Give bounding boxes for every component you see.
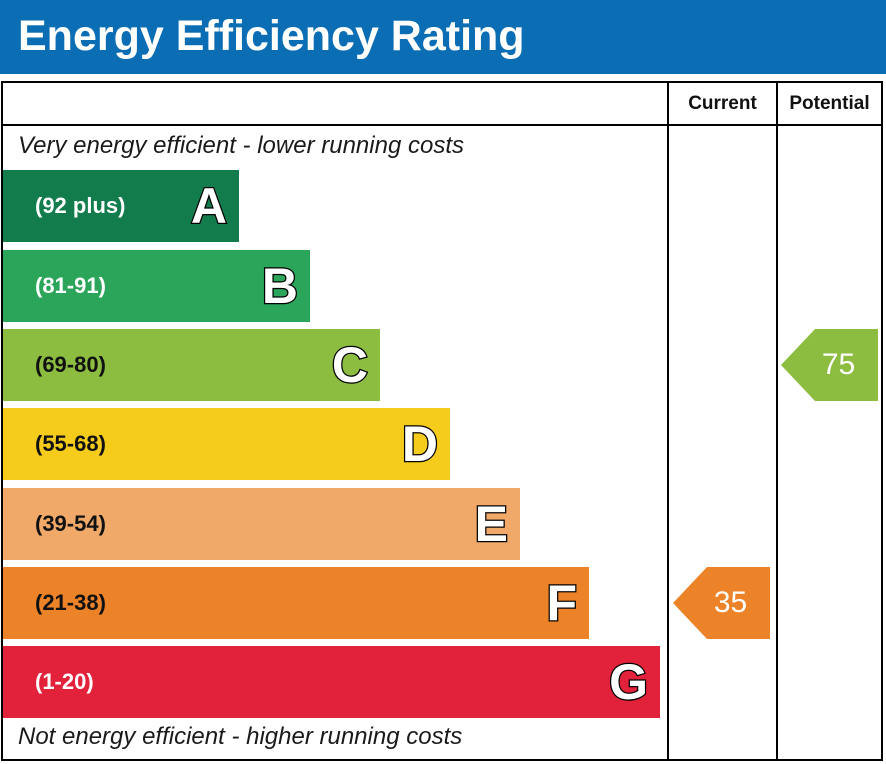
band-letter: F xyxy=(545,574,578,633)
band-range-label: (81-91) xyxy=(35,273,106,298)
current-column-header: Current xyxy=(688,93,757,114)
header-bar: Energy Efficiency Rating xyxy=(0,0,886,74)
band-letter: B xyxy=(261,257,300,316)
band-e: (39-54) E xyxy=(3,488,520,560)
current-rating-value: 35 xyxy=(713,586,748,619)
band-range-label: (55-68) xyxy=(35,431,106,456)
potential-column-divider xyxy=(776,81,778,761)
current-arrow-shape xyxy=(673,567,770,639)
band-a: (92 plus) A xyxy=(3,170,239,242)
page-title: Energy Efficiency Rating xyxy=(18,12,525,60)
potential-column-header: Potential xyxy=(789,93,870,114)
band-range-label: (92 plus) xyxy=(35,193,126,218)
band-letter: E xyxy=(473,495,509,554)
current-rating-marker: 35 xyxy=(673,567,770,639)
band-f: (21-38) F xyxy=(3,567,589,639)
band-range-label: (1-20) xyxy=(35,669,94,694)
band-g: (1-20) G xyxy=(3,646,660,718)
header-row-divider xyxy=(1,124,883,126)
band-letter: A xyxy=(190,177,229,236)
band-b: (81-91) B xyxy=(3,250,310,322)
band-letter: D xyxy=(401,415,440,474)
band-range-label: (39-54) xyxy=(35,511,106,536)
band-range-label: (21-38) xyxy=(35,590,106,615)
band-letter: G xyxy=(608,653,649,712)
efficient-caption: Very energy efficient - lower running co… xyxy=(18,132,464,159)
band-letter: C xyxy=(331,336,370,395)
rating-table xyxy=(1,81,883,761)
band-c: (69-80) C xyxy=(3,329,380,401)
potential-arrow-shape xyxy=(781,329,878,401)
inefficient-caption: Not energy efficient - higher running co… xyxy=(18,723,463,750)
band-range-label: (69-80) xyxy=(35,352,106,377)
potential-rating-value: 75 xyxy=(821,348,856,381)
band-d: (55-68) D xyxy=(3,408,450,480)
current-column-divider xyxy=(667,81,669,761)
potential-rating-marker: 75 xyxy=(781,329,878,401)
